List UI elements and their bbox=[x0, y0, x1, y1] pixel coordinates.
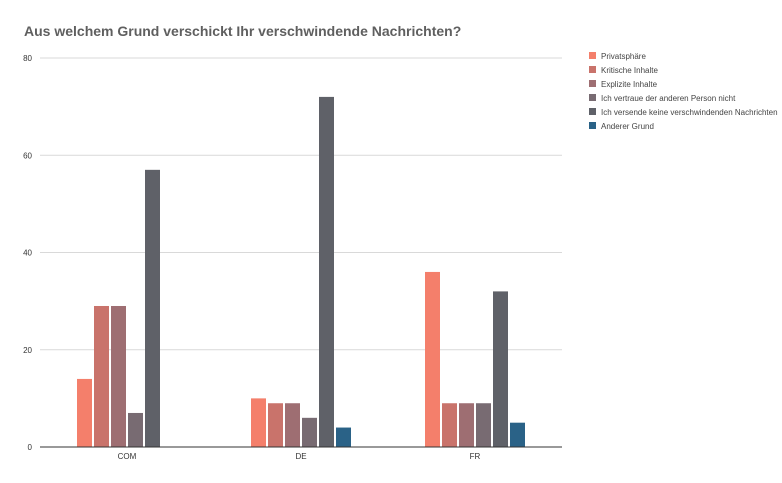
bar-com-series-0 bbox=[77, 378, 92, 447]
y-tick-label: 60 bbox=[23, 151, 32, 160]
bar-fr-series-5 bbox=[510, 422, 525, 447]
x-category-label: FR bbox=[470, 452, 481, 461]
gridlines bbox=[40, 57, 562, 351]
legend: Privatsphäre Kritische Inhalte Explizite I… bbox=[589, 52, 778, 131]
bar-com-series-4 bbox=[145, 169, 160, 447]
legend-label: Anderer Grund bbox=[601, 122, 654, 131]
x-category-label: DE bbox=[295, 452, 306, 461]
y-tick-label: 0 bbox=[28, 443, 33, 452]
bar-de-series-5 bbox=[336, 427, 351, 447]
bar-fr-series-0 bbox=[425, 271, 440, 447]
bar-fr-series-1 bbox=[442, 403, 457, 447]
legend-label: Explizite Inhalte bbox=[601, 80, 658, 89]
legend-label: Kritische Inhalte bbox=[601, 66, 658, 75]
chart-title: Aus welchem Grund verschickt Ihr verschw… bbox=[24, 23, 462, 39]
bar-de-series-2 bbox=[285, 403, 300, 447]
x-category-label: COM bbox=[118, 452, 137, 461]
legend-swatch bbox=[589, 108, 596, 115]
bar-com-series-3 bbox=[128, 412, 143, 447]
bar-de-series-3 bbox=[302, 417, 317, 447]
bar-de-series-0 bbox=[251, 398, 266, 447]
bar-com-series-1 bbox=[94, 305, 109, 447]
legend-label: Ich versende keine verschwindenden Nachr… bbox=[601, 108, 778, 117]
legend-swatch bbox=[589, 52, 596, 59]
legend-swatch bbox=[589, 94, 596, 101]
bars bbox=[77, 96, 525, 448]
x-axis-categories: COM DE FR bbox=[118, 452, 481, 461]
bar-de-series-1 bbox=[268, 403, 283, 447]
bar-fr-series-3 bbox=[476, 403, 491, 447]
legend-label: Ich vertraue der anderen Person nicht bbox=[601, 94, 736, 103]
legend-swatch bbox=[589, 122, 596, 129]
legend-label: Privatsphäre bbox=[601, 52, 646, 61]
legend-swatch bbox=[589, 66, 596, 73]
bar-de-series-4 bbox=[319, 96, 334, 448]
y-tick-label: 20 bbox=[23, 346, 32, 355]
y-tick-label: 40 bbox=[23, 249, 32, 258]
legend-swatch bbox=[589, 80, 596, 87]
bar-fr-series-4 bbox=[493, 291, 508, 447]
bar-com-series-2 bbox=[111, 305, 126, 447]
bar-fr-series-2 bbox=[459, 403, 474, 447]
y-axis-ticks: 0 20 40 60 80 bbox=[23, 54, 32, 452]
y-tick-label: 80 bbox=[23, 54, 32, 63]
